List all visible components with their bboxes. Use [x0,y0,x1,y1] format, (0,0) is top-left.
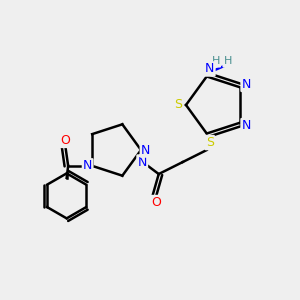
Text: N: N [242,119,251,132]
Text: S: S [206,136,214,149]
Text: N: N [83,159,92,172]
Text: S: S [175,98,182,112]
Text: N: N [205,62,214,76]
Text: N: N [137,155,147,169]
Text: N: N [141,143,150,157]
Text: H: H [224,56,232,67]
Text: N: N [242,78,251,91]
Text: H: H [212,56,220,67]
Text: O: O [60,134,70,147]
Text: O: O [151,196,161,209]
